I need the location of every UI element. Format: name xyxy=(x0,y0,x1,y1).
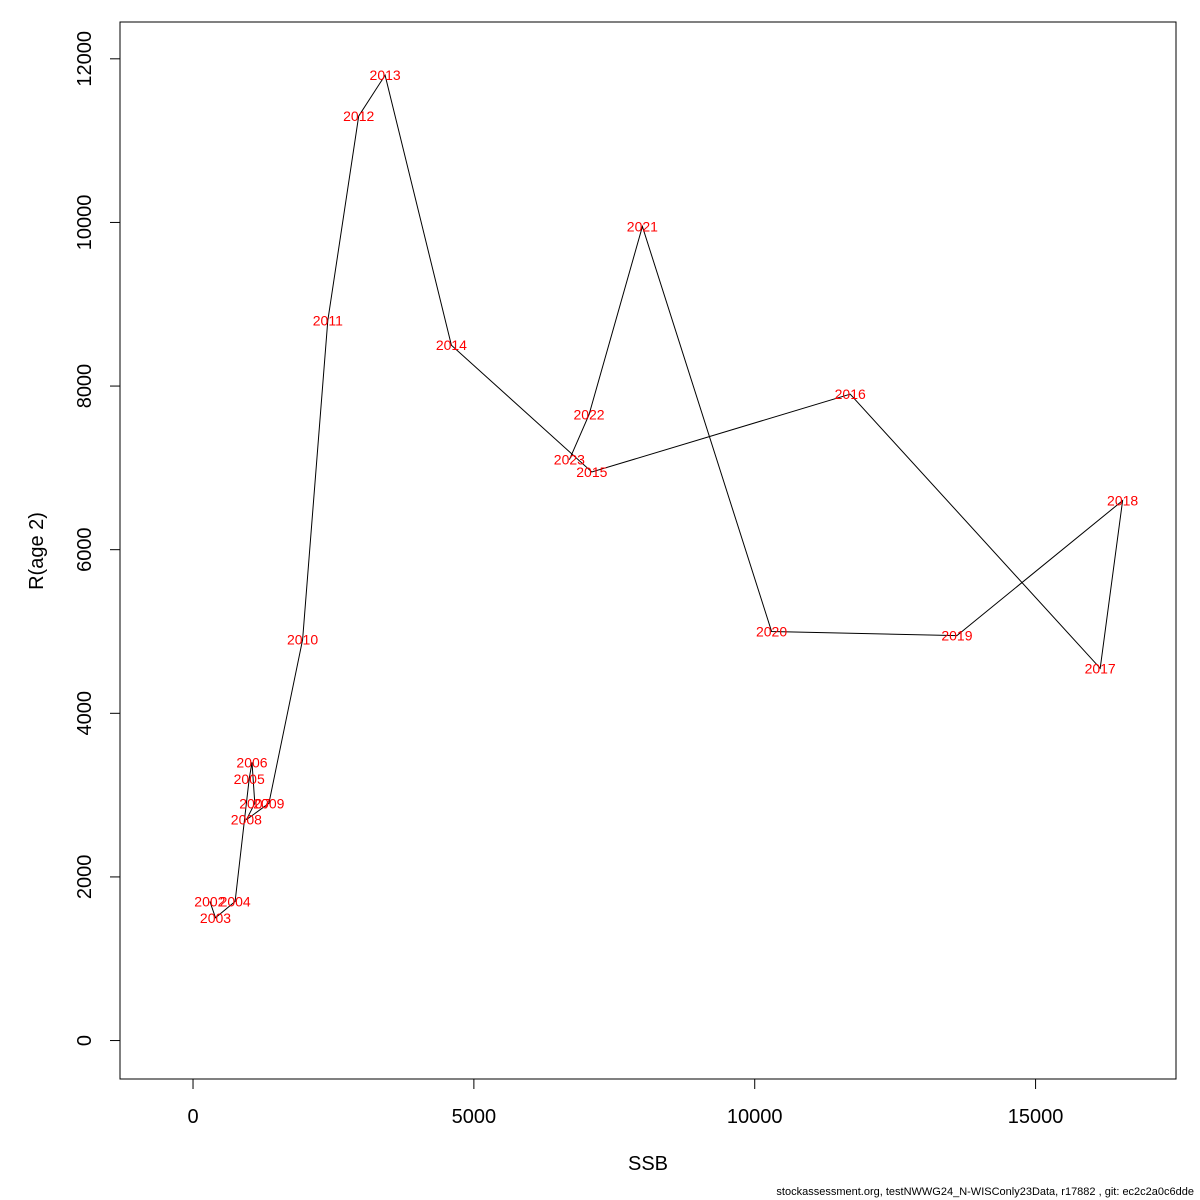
point-label-2011: 2011 xyxy=(313,313,343,329)
y-axis: 0 2000 4000 6000 8000 10000 12000 xyxy=(74,31,121,1046)
point-label-2005: 2005 xyxy=(234,771,265,787)
y-tick-label-4: 8000 xyxy=(74,364,96,409)
point-label-2003: 2003 xyxy=(200,910,231,926)
x-axis-title: SSB xyxy=(628,1153,668,1175)
x-axis: 0 5000 10000 15000 xyxy=(187,1078,1064,1128)
point-label-2007: 2007 xyxy=(239,795,270,811)
point-label-2018: 2018 xyxy=(1107,493,1138,509)
point-label-2015: 2015 xyxy=(576,464,607,480)
point-label-2022: 2022 xyxy=(573,407,604,423)
y-axis-title: R(age 2) xyxy=(26,512,48,590)
point-label-2002: 2002 xyxy=(194,893,225,909)
y-tick-label-0: 0 xyxy=(74,1035,96,1046)
y-tick-label-1: 2000 xyxy=(74,855,96,900)
plot-frame xyxy=(119,21,1177,1080)
point-label-2008: 2008 xyxy=(231,812,262,828)
point-label-2013: 2013 xyxy=(370,67,401,83)
point-label-2012: 2012 xyxy=(343,108,374,124)
footer-note: stockassessment.org, testNWWG24_N-WISCon… xyxy=(776,1186,1194,1198)
point-label-2010: 2010 xyxy=(287,632,318,648)
point-label-2020: 2020 xyxy=(756,623,787,639)
point-label-2009: 2009 xyxy=(253,795,284,811)
point-label-2021: 2021 xyxy=(627,219,658,235)
point-label-2006: 2006 xyxy=(236,754,267,770)
point-label-2017: 2017 xyxy=(1085,660,1116,676)
y-tick-label-3: 6000 xyxy=(74,527,96,572)
point-label-2019: 2019 xyxy=(941,628,972,644)
point-label-2004: 2004 xyxy=(220,893,251,909)
x-tick-label-1: 5000 xyxy=(452,1106,497,1128)
point-label-2023: 2023 xyxy=(554,452,585,468)
point-label-2016: 2016 xyxy=(835,386,866,402)
y-tick-label-2: 4000 xyxy=(74,691,96,736)
y-tick-label-5: 10000 xyxy=(74,195,96,251)
point-label-2014: 2014 xyxy=(436,337,467,353)
x-tick-label-3: 15000 xyxy=(1008,1106,1064,1128)
y-tick-label-6: 12000 xyxy=(74,31,96,87)
x-tick-label-2: 10000 xyxy=(727,1106,783,1128)
x-tick-label-0: 0 xyxy=(187,1106,198,1128)
series-line xyxy=(209,73,1124,919)
